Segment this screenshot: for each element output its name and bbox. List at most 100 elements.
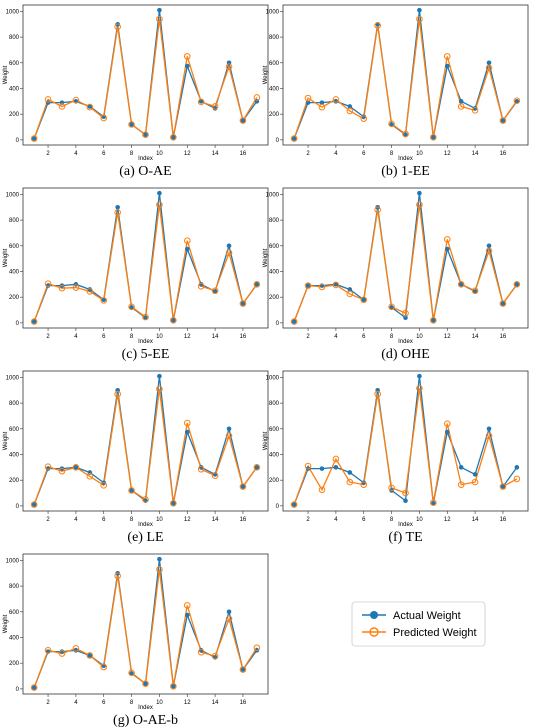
y-tick-label: 600 [9,244,20,250]
actual-point [500,118,506,123]
actual-point [319,100,325,105]
predicted-point [443,53,451,60]
x-tick-label: 16 [240,151,247,157]
actual-point [226,426,232,432]
x-tick-label: 8 [130,700,134,706]
x-tick-label: 14 [212,517,219,523]
predicted-point [211,287,219,295]
actual-point [444,429,450,435]
x-axis-label: Index [138,339,153,345]
predicted-point [170,499,177,507]
panel-3: 0 200 400 600 800 1000 2 4 6 8 10 12 14 16 Index Weight… [3,187,269,362]
panel-caption: (a) O-AE [119,164,171,179]
y-tick-label: 200 [9,295,20,301]
predicted-point [114,209,121,216]
y-axis-label: Weight [3,65,9,84]
predicted-point [346,478,354,486]
legend: Actual Weight Predicted Weight [351,601,486,647]
x-tick-label: 4 [74,334,78,340]
predicted-point [513,475,521,483]
actual-point [226,243,232,249]
actual-point [417,373,422,379]
actual-point [333,282,339,287]
predicted-point [485,247,493,255]
predicted-point [430,499,437,506]
actual-point [514,282,520,287]
x-tick-label: 8 [130,151,134,157]
actual-point [458,282,464,287]
x-tick-label: 4 [74,517,78,523]
y-tick-label: 800 [269,401,280,407]
y-tick-label: 400 [9,269,20,275]
x-tick-label: 6 [362,517,366,523]
actual-point [184,63,190,69]
x-tick-label: 12 [184,517,191,523]
y-tick-label: 800 [269,218,280,224]
actual-point [31,502,37,507]
y-tick-label: 1000 [6,375,20,381]
actual-point [101,297,107,303]
actual-point [129,488,134,493]
predicted-point [471,107,479,114]
y-tick-label: 1000 [6,9,20,15]
y-tick-label: 400 [269,269,280,275]
predicted-point [388,484,395,492]
actual-point [403,315,408,321]
predicted-point [86,652,94,659]
x-tick-label: 14 [472,517,479,523]
predicted-point [304,462,312,470]
y-tick-label: 400 [269,86,280,92]
predicted-point [457,103,465,110]
predicted-point [183,53,191,60]
predicted-point [44,463,52,470]
actual-point [143,132,148,138]
predicted-point [128,303,135,311]
predicted-point [170,316,177,324]
predicted-point [513,97,521,104]
predicted-point [183,602,191,609]
actual-point [240,484,246,489]
y-tick-label: 600 [269,244,280,250]
y-tick-label: 400 [269,452,280,458]
predicted-point [225,615,233,623]
actual-point [444,63,450,69]
predicted-point [156,385,163,393]
predicted-point [44,280,52,287]
actual-point [254,465,260,470]
predicted-point [197,282,205,290]
actual-point [143,681,148,687]
panel-4: 0 200 400 600 800 1000 2 4 6 8 10 12 14 16 Index Weight… [263,187,529,362]
predicted-point [253,281,261,288]
predicted-point [457,281,465,288]
predicted-point [360,296,368,304]
predicted-point [430,316,437,324]
actual-point [472,472,478,477]
x-tick-label: 16 [500,151,507,157]
x-axis-label: Index [138,705,153,711]
predicted-point [128,669,135,677]
predicted-point [183,237,191,244]
actual-point [431,500,436,506]
actual-point [389,122,394,127]
panel-caption: (c) 5-EE [122,347,170,362]
predicted-point [100,663,108,671]
predicted-point [170,682,177,690]
y-axis-label: Weight [263,248,269,267]
predicted-point [170,133,177,141]
actual-point [254,282,260,287]
y-tick-label: 400 [9,635,20,641]
x-tick-label: 2 [306,151,310,157]
panel-7: 0 200 400 600 800 1000 2 4 6 8 10 12 14 16 Index Weight… [3,553,269,727]
x-tick-label: 14 [472,151,479,157]
predicted-point [332,455,340,463]
x-tick-label: 16 [500,517,507,523]
actual-point [486,426,492,432]
x-tick-label: 12 [184,334,191,340]
x-tick-label: 6 [102,700,106,706]
x-tick-label: 10 [416,334,423,340]
panel-caption: (d) OHE [381,347,430,362]
panel-2: 0 200 400 600 800 1000 2 4 6 8 10 12 14 16 Index Weight… [263,4,529,179]
legend-predicted-label: Predicted Weight [393,627,477,639]
predicted-point [142,131,149,139]
